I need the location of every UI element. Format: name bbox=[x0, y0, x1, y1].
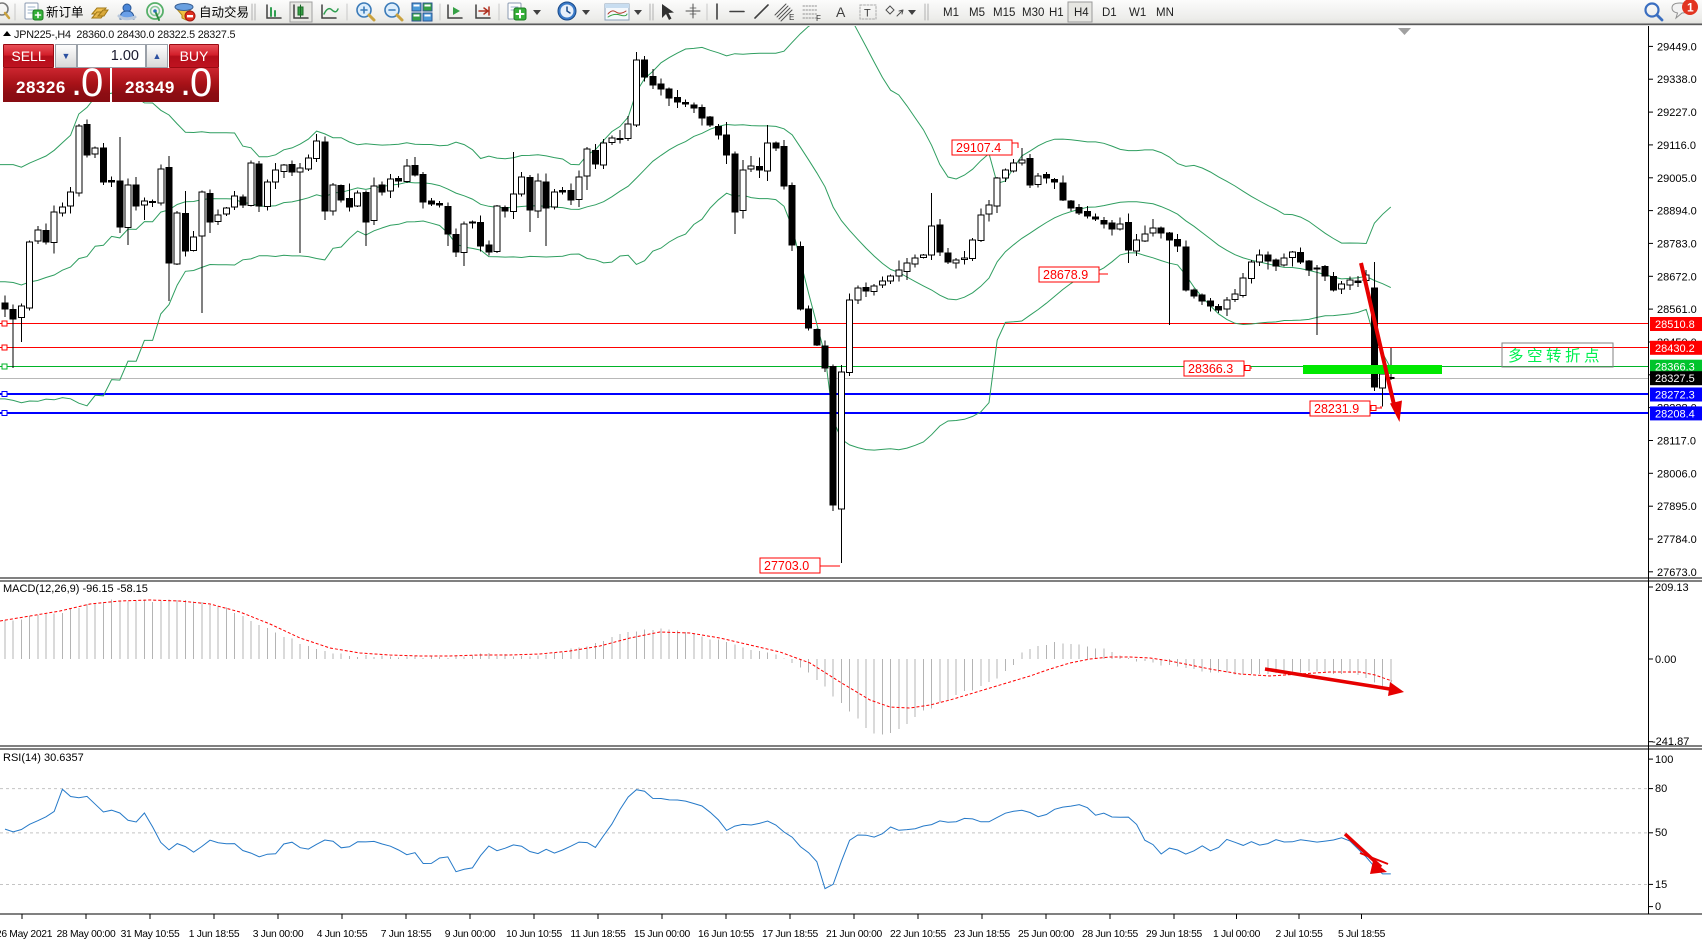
svg-text:2 Jul 10:55: 2 Jul 10:55 bbox=[1275, 929, 1323, 940]
svg-text:26 May 2021: 26 May 2021 bbox=[0, 929, 53, 940]
svg-text:10 Jun 10:55: 10 Jun 10:55 bbox=[506, 929, 563, 940]
svg-text:28783.0: 28783.0 bbox=[1657, 238, 1697, 250]
svg-text:29338.0: 29338.0 bbox=[1657, 74, 1697, 86]
svg-text:50: 50 bbox=[1655, 827, 1667, 839]
svg-text:27784.0: 27784.0 bbox=[1657, 534, 1697, 546]
svg-text:M15: M15 bbox=[993, 7, 1015, 19]
svg-text:-241.87: -241.87 bbox=[1652, 736, 1689, 748]
svg-text:28894.0: 28894.0 bbox=[1657, 206, 1697, 218]
svg-text:100: 100 bbox=[1655, 754, 1673, 766]
svg-text:5 Jul 18:55: 5 Jul 18:55 bbox=[1338, 929, 1386, 940]
svg-text:29227.0: 29227.0 bbox=[1657, 107, 1697, 119]
svg-text:28208.4: 28208.4 bbox=[1655, 408, 1695, 420]
svg-text:80: 80 bbox=[1655, 783, 1667, 795]
svg-text:M30: M30 bbox=[1022, 7, 1044, 19]
svg-text:0: 0 bbox=[1655, 901, 1661, 913]
svg-text:H1: H1 bbox=[1049, 7, 1064, 19]
svg-text:MACD(12,26,9) -96.15 -58.15: MACD(12,26,9) -96.15 -58.15 bbox=[3, 583, 148, 595]
svg-text:29116.0: 29116.0 bbox=[1657, 140, 1696, 152]
svg-text:23 Jun 18:55: 23 Jun 18:55 bbox=[954, 929, 1011, 940]
svg-text:25 Jun 00:00: 25 Jun 00:00 bbox=[1018, 929, 1075, 940]
svg-text:27895.0: 27895.0 bbox=[1657, 501, 1697, 513]
svg-text:E: E bbox=[789, 13, 794, 22]
svg-text:22 Jun 10:55: 22 Jun 10:55 bbox=[890, 929, 947, 940]
svg-text:28 May 00:00: 28 May 00:00 bbox=[57, 929, 116, 940]
svg-text:F: F bbox=[816, 14, 821, 23]
svg-text:自动交易: 自动交易 bbox=[199, 5, 249, 20]
svg-text:4 Jun 10:55: 4 Jun 10:55 bbox=[317, 929, 368, 940]
svg-text:28 Jun 10:55: 28 Jun 10:55 bbox=[1082, 929, 1139, 940]
svg-text:27673.0: 27673.0 bbox=[1657, 567, 1697, 579]
svg-text:T: T bbox=[864, 8, 871, 20]
svg-text:1 Jun 18:55: 1 Jun 18:55 bbox=[189, 929, 240, 940]
svg-text:29005.0: 29005.0 bbox=[1657, 173, 1697, 185]
svg-text:新订单: 新订单 bbox=[46, 5, 84, 20]
svg-text:28678.9: 28678.9 bbox=[1043, 268, 1088, 282]
svg-text:M5: M5 bbox=[969, 7, 985, 19]
svg-text:15 Jun 00:00: 15 Jun 00:00 bbox=[634, 929, 691, 940]
svg-text:28231.9: 28231.9 bbox=[1314, 402, 1359, 416]
svg-text:28272.3: 28272.3 bbox=[1655, 390, 1695, 402]
svg-text:29 Jun 18:55: 29 Jun 18:55 bbox=[1146, 929, 1203, 940]
svg-text:29107.4: 29107.4 bbox=[956, 141, 1001, 155]
svg-text:15: 15 bbox=[1655, 879, 1667, 891]
svg-text:21 Jun 00:00: 21 Jun 00:00 bbox=[826, 929, 883, 940]
svg-text:28430.2: 28430.2 bbox=[1655, 343, 1695, 355]
svg-text:28561.0: 28561.0 bbox=[1657, 304, 1697, 316]
svg-text:7 Jun 18:55: 7 Jun 18:55 bbox=[381, 929, 432, 940]
svg-text:28327.5: 28327.5 bbox=[1655, 373, 1695, 385]
svg-text:M1: M1 bbox=[943, 7, 959, 19]
svg-text:28366.3: 28366.3 bbox=[1188, 362, 1233, 376]
svg-text:11 Jun 18:55: 11 Jun 18:55 bbox=[570, 929, 626, 940]
svg-text:多空转折点: 多空转折点 bbox=[1508, 347, 1603, 365]
svg-text:A: A bbox=[836, 4, 846, 20]
svg-text:17 Jun 18:55: 17 Jun 18:55 bbox=[762, 929, 819, 940]
svg-text:16 Jun 10:55: 16 Jun 10:55 bbox=[698, 929, 755, 940]
svg-text:1 Jul 00:00: 1 Jul 00:00 bbox=[1213, 929, 1261, 940]
svg-text:209.13: 209.13 bbox=[1655, 582, 1689, 594]
svg-text:28366.3: 28366.3 bbox=[1655, 362, 1695, 374]
svg-text:3 Jun 00:00: 3 Jun 00:00 bbox=[253, 929, 304, 940]
svg-text:1: 1 bbox=[1687, 1, 1694, 15]
svg-text:28672.0: 28672.0 bbox=[1657, 271, 1697, 283]
svg-text:W1: W1 bbox=[1129, 7, 1146, 19]
svg-text:27703.0: 27703.0 bbox=[764, 559, 809, 573]
svg-text:MN: MN bbox=[1156, 7, 1174, 19]
svg-text:29449.0: 29449.0 bbox=[1657, 41, 1697, 53]
svg-text:28510.8: 28510.8 bbox=[1655, 319, 1695, 331]
svg-text:0.00: 0.00 bbox=[1655, 654, 1676, 666]
svg-text:28117.0: 28117.0 bbox=[1657, 436, 1696, 448]
svg-text:H4: H4 bbox=[1074, 7, 1089, 19]
svg-text:31 May 10:55: 31 May 10:55 bbox=[121, 929, 180, 940]
svg-text:JPN225-,H4 28360.0 28430.0 28: JPN225-,H4 28360.0 28430.0 28322.5 28327… bbox=[14, 29, 236, 41]
svg-text:D1: D1 bbox=[1102, 7, 1117, 19]
svg-text:9 Jun 00:00: 9 Jun 00:00 bbox=[445, 929, 496, 940]
svg-text:28006.0: 28006.0 bbox=[1657, 468, 1697, 480]
svg-text:RSI(14) 30.6357: RSI(14) 30.6357 bbox=[3, 752, 84, 764]
